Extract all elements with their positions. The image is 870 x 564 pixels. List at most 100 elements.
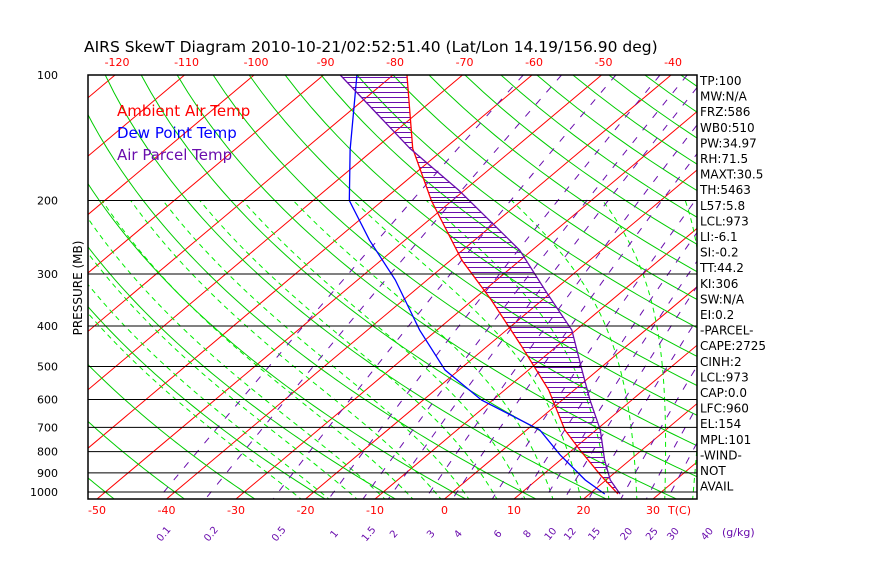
top-temp-tick-label: -90 [317, 56, 335, 69]
dry-adiabat-line [104, 75, 608, 499]
dry-adiabat-line [88, 246, 397, 499]
pressure-tick-label: 700 [37, 421, 58, 434]
index-value: SW:N/A [700, 292, 745, 306]
bottom-temp-tick-label: -30 [227, 504, 245, 517]
mixing-ratio-tick-label: 8 [521, 528, 534, 540]
pressure-tick-label: 200 [37, 195, 58, 208]
bottom-temp-tick-label: 0 [441, 504, 448, 517]
top-temp-tick-label: -100 [244, 56, 269, 69]
index-value: CAPE:2725 [700, 339, 766, 353]
index-value: TP:100 [699, 74, 742, 88]
profile-lines [339, 75, 621, 495]
isotherm-line [88, 75, 185, 157]
ambient-air-temp-line [406, 75, 619, 495]
dry-adiabat-line [428, 75, 697, 273]
isotherm-line [513, 344, 697, 499]
mixing-ratio-tick-label: 2 [388, 528, 401, 540]
index-value: EL:154 [700, 417, 741, 431]
mixing-ratio-tick-label: 0.1 [155, 525, 174, 544]
moist-adiabat-line [130, 200, 442, 499]
mixing-ratio-line [544, 260, 697, 499]
index-value: EI:0.2 [700, 308, 734, 322]
index-value: -PARCEL- [700, 324, 754, 338]
legend-entry: Ambient Air Temp [117, 102, 250, 120]
mixing-ratio-tick-label: 1.5 [360, 525, 379, 544]
isotherm-line [652, 461, 697, 499]
mixing-ratio-line [387, 86, 697, 499]
index-value: CINH:2 [700, 355, 742, 369]
bottom-temp-tick-label: -40 [158, 504, 176, 517]
moist-adiabat-line [88, 252, 358, 499]
pressure-tick-label: 500 [37, 360, 58, 373]
mixing-ratio-tick-label: 15 [587, 526, 604, 543]
index-value: WB0:510 [700, 121, 755, 135]
dry-adiabat-line [88, 305, 327, 499]
isotherm-line [88, 75, 116, 99]
dew-point-temp-line [348, 75, 606, 495]
dry-adiabat-line [88, 363, 256, 499]
index-value: MAXT:30.5 [700, 168, 763, 182]
bottom-temp-tick-label: 10 [507, 504, 521, 517]
mixing-ratio-tick-label: 12 [562, 526, 579, 543]
moist-adiabat-line [88, 217, 386, 499]
moist-adiabat-line [88, 283, 330, 499]
mixing-ratio-line [157, 75, 524, 499]
mixing-ratio-line [204, 75, 562, 499]
index-value: -WIND- [700, 448, 742, 462]
index-value: LCL:973 [700, 370, 749, 384]
isotherm-line [582, 402, 697, 499]
bottom-temp-tick-label: -50 [88, 504, 106, 517]
mixing-ratio-tick-label: 25 [644, 526, 661, 543]
mixing-ratio-tick-label: 1 [329, 528, 342, 540]
pressure-tick-label: 1000 [30, 486, 58, 499]
mixing-ratio-line [645, 405, 697, 499]
index-value: L57:5.8 [700, 199, 745, 213]
isotherm-line [88, 75, 255, 216]
index-value: CAP:0.0 [700, 386, 747, 400]
index-value: RH:71.5 [700, 152, 748, 166]
y-axis-label: PRESSURE (MB) [71, 241, 85, 336]
index-value: SI:-0.2 [700, 246, 739, 260]
mixing-ratio-line [362, 75, 688, 499]
isotherm-line [165, 75, 672, 499]
bottom-temp-tick-label: -10 [366, 504, 384, 517]
index-value: AVAIL [700, 480, 734, 494]
mixing-ratio-tick-label: 0.2 [202, 525, 221, 544]
mixing-ratio-line [521, 231, 697, 499]
mixing-ratio-axis-label: (g/kg) [722, 526, 755, 539]
pressure-tick-label: 900 [37, 467, 58, 480]
bottom-temp-tick-label: -20 [297, 504, 315, 517]
mixing-ratio-tick-label: 40 [699, 526, 716, 543]
mixing-ratio-line [328, 75, 661, 499]
mixing-ratio-tick-label: 30 [665, 526, 682, 543]
isotherm-line [88, 75, 533, 449]
index-value: NOT [700, 464, 726, 478]
top-temp-tick-label: -80 [386, 56, 404, 69]
top-temp-tick-label: -60 [525, 56, 543, 69]
moist-adiabat-line [353, 200, 582, 499]
dry-adiabat-line [88, 477, 116, 499]
dry-adiabat-line [248, 75, 697, 416]
index-value: MW:N/A [700, 90, 748, 104]
index-value: KI:306 [700, 277, 738, 291]
isotherm-line [96, 75, 602, 499]
top-temp-tick-label: -50 [595, 56, 613, 69]
isotherm-line [304, 169, 697, 499]
legend-entry: Dew Point Temp [117, 124, 237, 142]
dry-adiabat-line [356, 75, 697, 329]
index-value: LFC:960 [700, 402, 749, 416]
index-value: LCL:973 [700, 214, 749, 228]
index-value: LI:-6.1 [700, 230, 738, 244]
mixing-ratio-tick-label: 6 [492, 528, 505, 540]
isotherm-line [0, 75, 46, 501]
isotherm-line [790, 75, 870, 501]
top-temp-tick-label: -110 [174, 56, 199, 69]
bottom-temp-tick-label: 20 [577, 504, 591, 517]
legend: Ambient Air Temp Dew Point Temp Air Parcel… [117, 102, 250, 164]
index-value: FRZ:586 [700, 105, 750, 119]
pressure-tick-label: 400 [37, 320, 58, 333]
index-value: PW:34.97 [700, 136, 757, 150]
mixing-ratio-tick-label: 10 [543, 526, 560, 543]
pressure-tick-label: 800 [37, 446, 58, 459]
